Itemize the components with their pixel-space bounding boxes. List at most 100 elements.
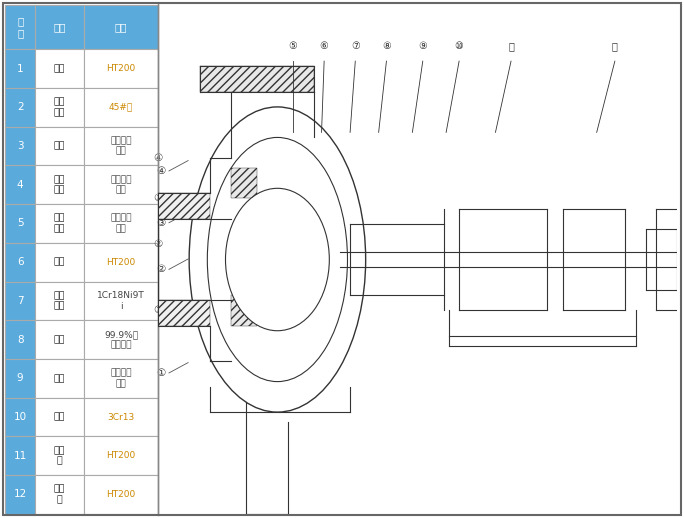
Text: 聚全氟乙
丙烯: 聚全氟乙 丙烯 [110, 214, 132, 233]
Bar [5, 243, 35, 282]
Text: ④: ④ [153, 153, 163, 163]
Text: 45#钢: 45#钢 [109, 103, 133, 112]
Text: 静环: 静环 [54, 335, 65, 344]
Text: 6: 6 [17, 257, 23, 267]
Text: ①: ① [153, 306, 163, 315]
Bar [84, 126, 158, 165]
Text: 7: 7 [17, 296, 23, 306]
Text: 填充四氟
乙烯: 填充四氟 乙烯 [110, 369, 132, 388]
Bar [35, 475, 84, 514]
Bar [84, 359, 158, 398]
Text: ⑥: ⑥ [319, 41, 328, 51]
Text: 材质: 材质 [115, 22, 127, 32]
Text: 轴承
体: 轴承 体 [54, 446, 65, 466]
Bar [35, 165, 84, 204]
Bar [35, 320, 84, 359]
Text: HT200: HT200 [107, 257, 135, 267]
Text: 3: 3 [17, 141, 23, 151]
Ellipse shape [226, 189, 329, 330]
Bar [35, 49, 84, 88]
Text: 机封
压盖: 机封 压盖 [54, 291, 65, 311]
Ellipse shape [189, 107, 366, 412]
Text: 1: 1 [17, 64, 23, 74]
Text: ⑦: ⑦ [351, 41, 360, 51]
Bar [5, 126, 35, 165]
Bar [5, 475, 35, 514]
Bar [158, 5, 677, 514]
Text: ②: ② [156, 264, 166, 275]
Bar [35, 126, 84, 165]
Bar [84, 398, 158, 436]
Text: ⑨: ⑨ [419, 41, 427, 51]
Bar [231, 295, 256, 326]
Bar [5, 88, 35, 126]
Bar [35, 436, 84, 475]
Text: ⑤: ⑤ [289, 41, 298, 51]
Bar [84, 204, 158, 243]
Text: ④: ④ [156, 166, 166, 176]
Bar [84, 320, 158, 359]
Bar [35, 243, 84, 282]
Bar [5, 5, 35, 49]
Text: 聚全氟乙
丙烯: 聚全氟乙 丙烯 [110, 175, 132, 194]
Text: 12: 12 [14, 490, 27, 499]
Text: 3Cr13: 3Cr13 [107, 412, 135, 422]
Text: 泵盖
衬里: 泵盖 衬里 [54, 214, 65, 233]
Bar [84, 475, 158, 514]
Bar [5, 436, 35, 475]
Text: 叶轮
骨架: 叶轮 骨架 [54, 97, 65, 117]
Text: 聚全氟乙
丙烯: 聚全氟乙 丙烯 [110, 136, 132, 156]
Text: 10: 10 [14, 412, 27, 422]
Bar [35, 398, 84, 436]
Text: 联轴
器: 联轴 器 [54, 485, 65, 504]
Text: 5: 5 [17, 219, 23, 228]
Bar [84, 282, 158, 320]
Text: ⑧: ⑧ [382, 41, 391, 51]
Bar [35, 88, 84, 126]
Text: 4: 4 [17, 180, 23, 190]
Bar [84, 243, 158, 282]
Text: ⑪: ⑪ [508, 41, 514, 51]
Text: 泵体
衬里: 泵体 衬里 [54, 175, 65, 194]
Bar [5, 204, 35, 243]
Bar [5, 359, 35, 398]
Bar [5, 398, 35, 436]
Bar [35, 282, 84, 320]
Bar [84, 5, 158, 49]
Text: HT200: HT200 [107, 64, 135, 73]
Bar [35, 5, 84, 49]
Text: 99.9%氧
化铝陶瓷: 99.9%氧 化铝陶瓷 [104, 330, 138, 349]
Text: 泵盖: 泵盖 [54, 257, 65, 267]
Text: ⑫: ⑫ [612, 41, 618, 51]
Bar [35, 359, 84, 398]
Bar [5, 49, 35, 88]
Bar [5, 320, 35, 359]
Bar [35, 204, 84, 243]
Text: 序
号: 序 号 [17, 17, 23, 38]
Text: 泵轴: 泵轴 [54, 412, 65, 422]
Text: HT200: HT200 [107, 451, 135, 461]
Text: 2: 2 [17, 102, 23, 112]
Text: 名称: 名称 [53, 22, 66, 32]
Bar [158, 193, 210, 219]
Bar [5, 165, 35, 204]
Text: ①: ① [156, 368, 166, 378]
Bar [158, 300, 210, 326]
Text: ⑩: ⑩ [455, 41, 464, 51]
Text: 11: 11 [14, 451, 27, 461]
Bar [5, 282, 35, 320]
Text: ③: ③ [156, 218, 166, 228]
Text: 8: 8 [17, 335, 23, 344]
Text: 叶轮: 叶轮 [54, 141, 65, 151]
Text: ②: ② [153, 239, 163, 249]
Text: 1Cr18Ni9T
i: 1Cr18Ni9T i [97, 291, 145, 311]
Bar [231, 168, 256, 198]
Text: 泵体: 泵体 [54, 64, 65, 73]
Text: HT200: HT200 [107, 490, 135, 499]
Text: 9: 9 [17, 373, 23, 383]
Bar [84, 436, 158, 475]
Bar [84, 49, 158, 88]
Text: ③: ③ [153, 194, 163, 204]
Text: 动环: 动环 [54, 374, 65, 383]
Bar [84, 88, 158, 126]
